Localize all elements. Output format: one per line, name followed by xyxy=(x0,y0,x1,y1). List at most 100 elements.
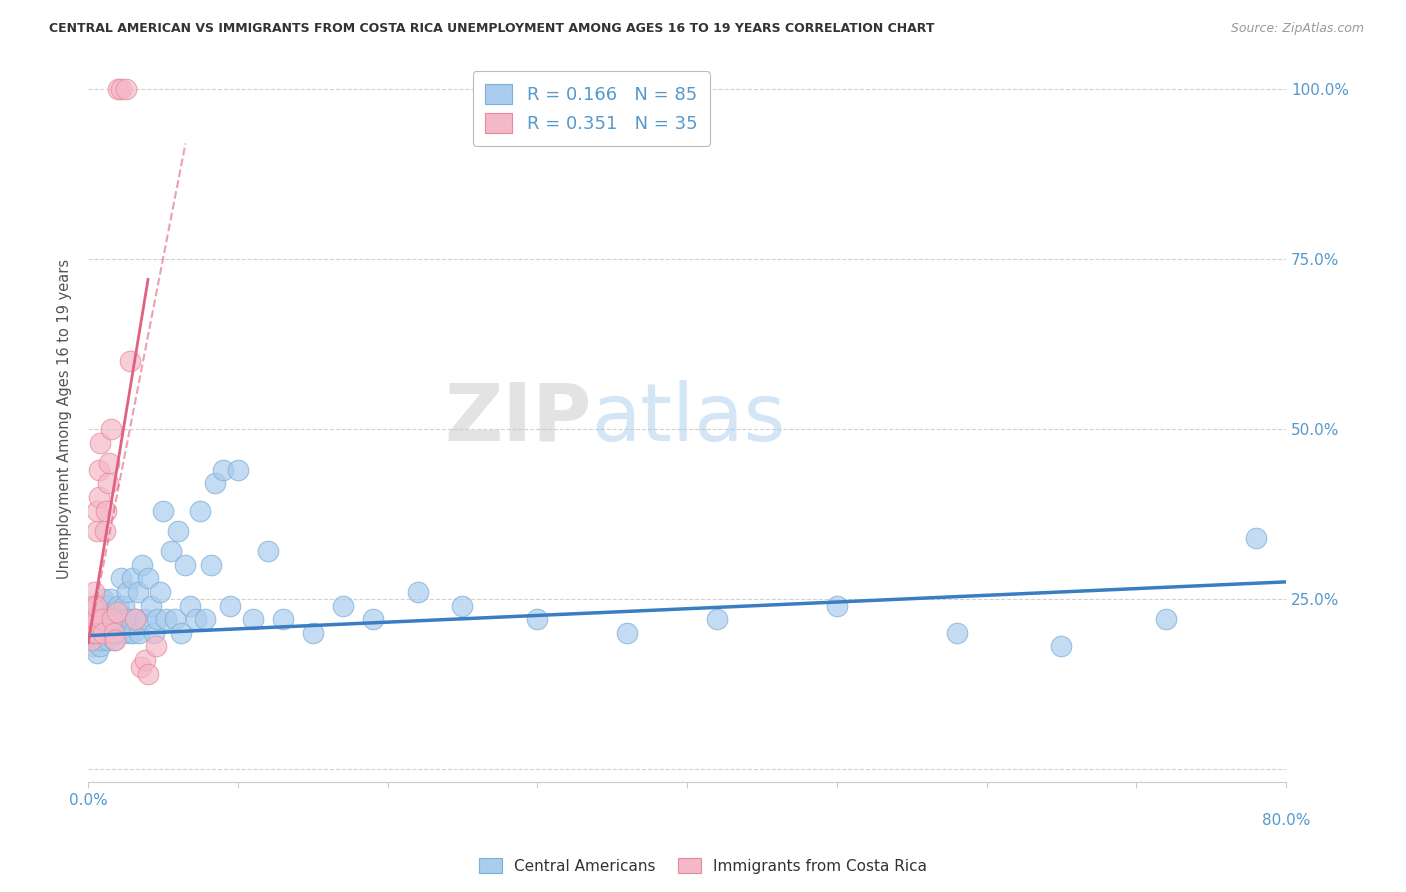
Point xyxy=(108,612,131,626)
Point xyxy=(100,422,122,436)
Point xyxy=(89,640,111,654)
Point xyxy=(105,606,128,620)
Point xyxy=(104,632,127,647)
Point xyxy=(406,585,429,599)
Point xyxy=(179,599,201,613)
Point xyxy=(945,625,967,640)
Point xyxy=(134,653,156,667)
Point xyxy=(163,612,186,626)
Point xyxy=(125,612,148,626)
Y-axis label: Unemployment Among Ages 16 to 19 years: Unemployment Among Ages 16 to 19 years xyxy=(58,259,72,579)
Point xyxy=(204,476,226,491)
Point xyxy=(91,591,114,606)
Point xyxy=(94,503,117,517)
Point xyxy=(122,625,145,640)
Point xyxy=(120,612,142,626)
Point xyxy=(1050,640,1073,654)
Point xyxy=(89,435,111,450)
Legend: R = 0.166   N = 85, R = 0.351   N = 35: R = 0.166 N = 85, R = 0.351 N = 35 xyxy=(472,71,710,145)
Point xyxy=(103,632,125,647)
Point xyxy=(114,612,136,626)
Point xyxy=(93,612,115,626)
Point xyxy=(110,572,132,586)
Point xyxy=(159,544,181,558)
Point xyxy=(84,599,107,613)
Point xyxy=(167,524,190,538)
Point xyxy=(114,82,136,96)
Point xyxy=(152,503,174,517)
Point xyxy=(219,599,242,613)
Point xyxy=(271,612,294,626)
Point xyxy=(89,599,111,613)
Point xyxy=(80,612,103,626)
Point xyxy=(111,625,134,640)
Point xyxy=(87,612,110,626)
Point xyxy=(98,619,121,633)
Point xyxy=(84,625,107,640)
Point xyxy=(136,666,159,681)
Text: atlas: atlas xyxy=(592,380,786,458)
Point xyxy=(91,625,114,640)
Point xyxy=(83,612,105,626)
Point xyxy=(79,599,101,613)
Point xyxy=(825,599,848,613)
Point xyxy=(134,612,156,626)
Point xyxy=(121,572,143,586)
Point xyxy=(104,612,127,626)
Point xyxy=(149,585,172,599)
Point xyxy=(170,625,193,640)
Point xyxy=(117,625,139,640)
Point xyxy=(100,625,122,640)
Point xyxy=(82,640,104,654)
Point xyxy=(146,612,169,626)
Point xyxy=(84,632,107,647)
Point xyxy=(90,612,112,626)
Point xyxy=(194,612,217,626)
Point xyxy=(129,660,152,674)
Point xyxy=(86,646,108,660)
Point xyxy=(83,599,105,613)
Point xyxy=(110,82,132,96)
Point xyxy=(90,632,112,647)
Point xyxy=(82,625,104,640)
Point xyxy=(112,599,135,613)
Point xyxy=(91,625,114,640)
Point xyxy=(616,625,638,640)
Point xyxy=(200,558,222,572)
Point xyxy=(242,612,264,626)
Point xyxy=(86,503,108,517)
Point xyxy=(82,599,104,613)
Point xyxy=(145,640,167,654)
Point xyxy=(115,585,138,599)
Point xyxy=(143,625,166,640)
Point xyxy=(86,606,108,620)
Point xyxy=(100,591,122,606)
Point xyxy=(83,625,105,640)
Point xyxy=(226,463,249,477)
Point xyxy=(361,612,384,626)
Point xyxy=(526,612,548,626)
Point xyxy=(105,625,128,640)
Point xyxy=(87,490,110,504)
Point xyxy=(1244,531,1267,545)
Text: 80.0%: 80.0% xyxy=(1261,813,1310,828)
Point xyxy=(97,632,120,647)
Point xyxy=(124,612,146,626)
Point xyxy=(332,599,354,613)
Point xyxy=(174,558,197,572)
Point xyxy=(93,524,115,538)
Point xyxy=(101,612,124,626)
Point xyxy=(83,585,105,599)
Point xyxy=(94,599,117,613)
Point xyxy=(79,615,101,630)
Point xyxy=(98,456,121,470)
Point xyxy=(184,612,207,626)
Point xyxy=(87,625,110,640)
Point xyxy=(128,625,150,640)
Point xyxy=(103,625,125,640)
Point xyxy=(139,599,162,613)
Point xyxy=(101,619,124,633)
Point xyxy=(107,599,129,613)
Point xyxy=(91,606,114,620)
Point xyxy=(136,572,159,586)
